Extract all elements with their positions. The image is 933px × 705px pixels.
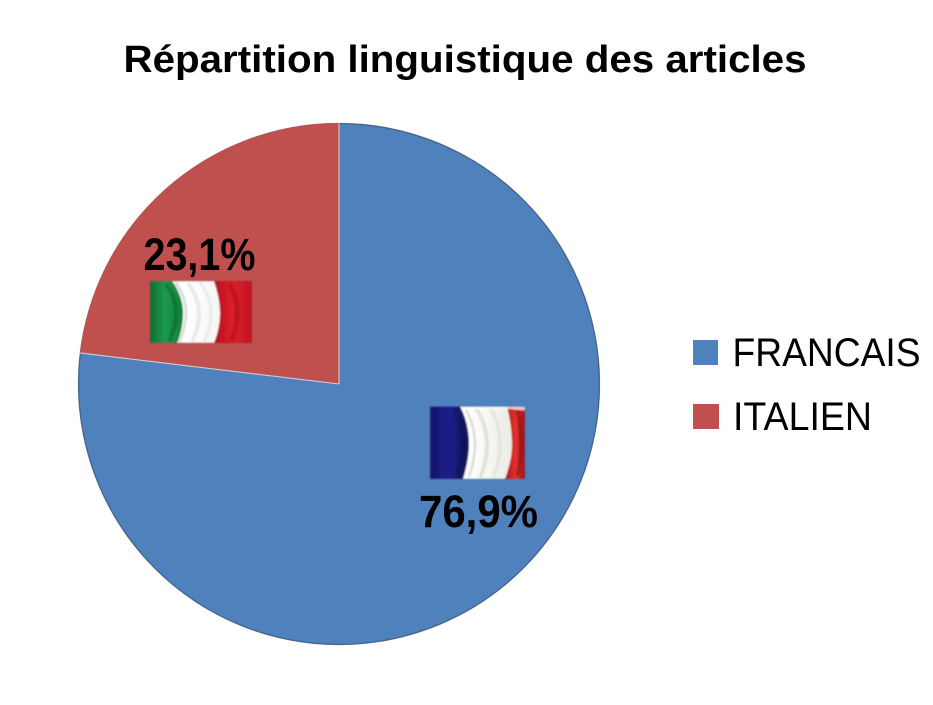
svg-text:23,1%: 23,1% (144, 229, 256, 280)
svg-text:Répartition linguistique des a: Répartition linguistique des articles (124, 39, 807, 81)
svg-text:76,9%: 76,9% (419, 486, 538, 537)
svg-text:FRANCAIS: FRANCAIS (733, 331, 921, 375)
svg-text:ITALIEN: ITALIEN (733, 395, 872, 439)
